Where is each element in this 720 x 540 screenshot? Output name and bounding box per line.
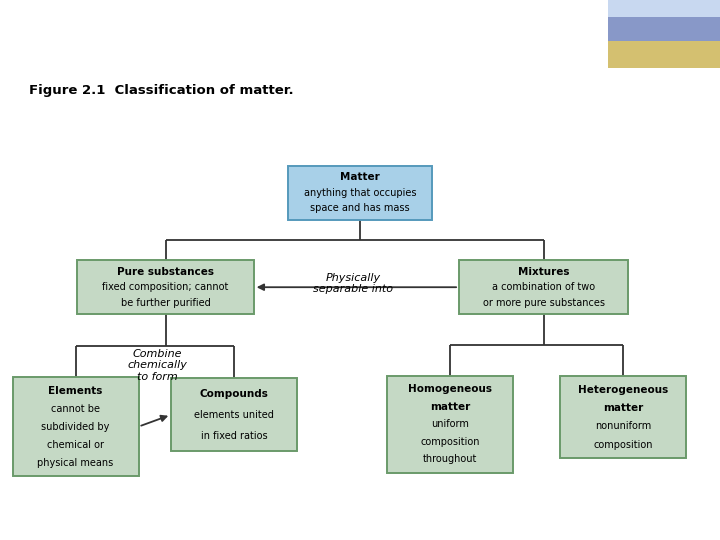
Text: Pure substances: Pure substances (117, 267, 214, 276)
Bar (13, 377, 138, 476)
Bar (387, 376, 513, 472)
Text: fixed composition; cannot: fixed composition; cannot (102, 282, 229, 292)
Bar (608, 0, 720, 17)
Text: composition: composition (420, 437, 480, 447)
Bar (78, 260, 254, 314)
Text: Homogeneous: Homogeneous (408, 384, 492, 394)
Text: Compounds: Compounds (199, 389, 269, 399)
Text: Figure 2.1  Classification of matter.: Figure 2.1 Classification of matter. (29, 84, 294, 97)
Text: a combination of two: a combination of two (492, 282, 595, 292)
Text: subdivided by: subdivided by (42, 422, 109, 431)
Text: Elements: Elements (48, 386, 103, 395)
Text: chemical or: chemical or (47, 440, 104, 450)
Text: space and has mass: space and has mass (310, 203, 410, 213)
Bar (288, 166, 432, 220)
Text: in fixed ratios: in fixed ratios (201, 431, 267, 441)
Bar (171, 378, 297, 451)
Text: Classification of Matter: Classification of Matter (11, 22, 359, 48)
Text: throughout: throughout (423, 455, 477, 464)
Text: cannot be: cannot be (51, 403, 100, 414)
Text: matter: matter (430, 402, 470, 411)
Bar (560, 376, 685, 458)
Text: elements united: elements united (194, 410, 274, 420)
Text: nonuniform: nonuniform (595, 421, 651, 431)
Text: uniform: uniform (431, 419, 469, 429)
Text: Mixtures: Mixtures (518, 267, 570, 276)
Text: Combine
chemically
to form: Combine chemically to form (127, 349, 187, 382)
Text: be further purified: be further purified (121, 298, 210, 308)
Text: physical means: physical means (37, 458, 114, 468)
Bar (608, 40, 720, 68)
Text: Physically
separable into: Physically separable into (312, 273, 393, 294)
Text: anything that occupies: anything that occupies (304, 188, 416, 198)
Text: matter: matter (603, 403, 643, 413)
Text: composition: composition (593, 440, 652, 450)
Bar (459, 260, 628, 314)
Text: or more pure substances: or more pure substances (482, 298, 605, 308)
Text: Matter: Matter (340, 172, 380, 182)
Text: Heterogeneous: Heterogeneous (577, 384, 668, 395)
Bar (608, 17, 720, 40)
